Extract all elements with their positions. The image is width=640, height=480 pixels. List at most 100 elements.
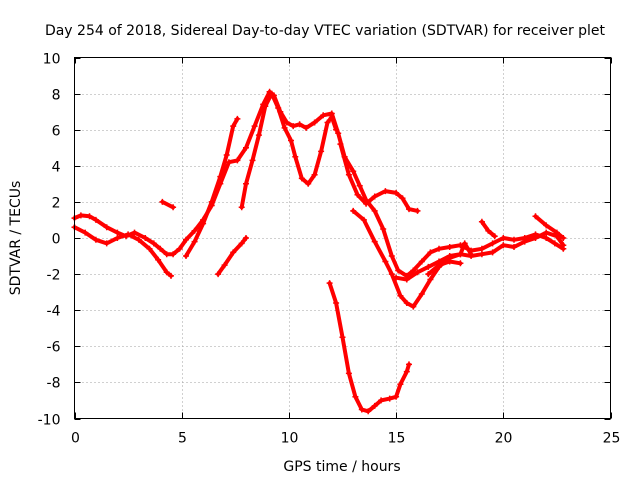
- data-point-marker: [92, 236, 99, 243]
- data-point-marker: [403, 368, 410, 375]
- data-point-marker: [500, 235, 507, 241]
- data-point-marker: [521, 238, 528, 245]
- data-point-marker: [339, 334, 346, 341]
- plot-frame: [74, 57, 611, 419]
- data-point-marker: [360, 216, 367, 223]
- data-point-marker: [159, 198, 166, 205]
- y-axis-label: SDTVAR / TECUs: [8, 181, 24, 296]
- data-point-marker: [403, 276, 410, 283]
- data-point-marker: [397, 381, 404, 388]
- data-point-marker: [208, 198, 215, 205]
- data-point-marker: [406, 206, 412, 213]
- data-point-marker: [468, 251, 475, 258]
- series-line: [426, 259, 463, 277]
- data-point-marker: [168, 272, 174, 279]
- data-point-marker: [427, 249, 434, 256]
- data-point-marker: [478, 251, 485, 258]
- data-point-marker: [371, 402, 378, 409]
- data-point-marker: [255, 132, 262, 139]
- data-point-marker: [363, 200, 370, 207]
- series-line: [533, 214, 566, 240]
- series-track-j: [425, 258, 464, 278]
- data-point-marker: [410, 303, 417, 310]
- data-point-marker: [427, 276, 434, 283]
- data-point-marker: [436, 262, 442, 269]
- data-point-marker: [532, 213, 539, 220]
- data-point-marker: [114, 235, 121, 241]
- data-point-marker: [418, 291, 425, 297]
- data-point-marker: [543, 222, 550, 229]
- data-point-marker: [275, 105, 282, 111]
- data-point-marker: [478, 245, 485, 252]
- data-point-marker: [543, 229, 550, 236]
- data-point-marker: [425, 263, 432, 270]
- data-point-marker: [446, 253, 453, 259]
- data-point-marker: [560, 235, 567, 241]
- data-point-marker: [146, 245, 153, 252]
- data-point-marker: [131, 229, 138, 236]
- grid: [74, 57, 611, 419]
- data-point-marker: [393, 393, 400, 400]
- x-tick-label: 15: [388, 431, 406, 447]
- data-point-marker: [356, 182, 363, 189]
- y-tick-label: -2: [47, 268, 61, 284]
- data-point-marker: [82, 229, 89, 236]
- data-point-marker: [305, 180, 312, 187]
- data-point-marker: [446, 258, 453, 265]
- data-point-marker: [500, 242, 507, 249]
- y-tick-label: 0: [52, 232, 61, 248]
- data-point-marker: [243, 180, 249, 187]
- x-tick-label: 5: [178, 431, 187, 447]
- data-point-marker: [399, 195, 406, 202]
- data-point-marker: [170, 204, 177, 211]
- data-point-marker: [328, 114, 335, 121]
- data-point-marker: [262, 103, 269, 110]
- data-point-marker: [292, 153, 299, 160]
- y-tick-label: -8: [47, 376, 61, 392]
- x-tick-label: 25: [603, 431, 621, 447]
- data-point-marker: [320, 112, 327, 119]
- data-point-marker: [288, 137, 294, 144]
- data-point-marker: [350, 168, 357, 175]
- data-point-marker: [388, 253, 395, 259]
- data-point-marker: [446, 244, 453, 250]
- data-point-marker: [191, 227, 198, 234]
- data-series: [71, 88, 567, 415]
- data-point-marker: [92, 216, 99, 223]
- data-point-marker: [489, 240, 496, 247]
- data-point-marker: [382, 258, 389, 265]
- data-point-marker: [406, 361, 412, 368]
- data-point-marker: [157, 245, 164, 252]
- data-point-marker: [403, 300, 410, 306]
- y-tick-label: -4: [47, 304, 61, 320]
- series-line: [184, 116, 240, 258]
- axis-ticks: [74, 57, 612, 420]
- data-point-marker: [170, 251, 177, 258]
- data-point-marker: [457, 260, 464, 267]
- data-point-marker: [326, 280, 333, 287]
- data-point-marker: [298, 175, 305, 182]
- data-point-marker: [378, 397, 385, 404]
- data-point-marker: [511, 236, 517, 243]
- data-point-marker: [135, 236, 142, 243]
- data-point-marker: [125, 231, 132, 238]
- data-point-marker: [223, 152, 230, 158]
- data-point-marker: [268, 90, 275, 97]
- data-point-marker: [410, 267, 417, 274]
- data-point-marker: [303, 124, 310, 131]
- x-tick-label: 20: [495, 431, 513, 447]
- data-point-marker: [238, 204, 245, 211]
- series-line: [338, 142, 420, 213]
- data-point-marker: [414, 207, 421, 214]
- data-point-marker: [103, 240, 110, 247]
- data-point-marker: [200, 220, 207, 227]
- data-point-marker: [560, 242, 567, 249]
- data-point-marker: [436, 245, 442, 252]
- data-point-marker: [176, 245, 183, 252]
- data-point-marker: [397, 292, 404, 299]
- data-point-marker: [371, 207, 378, 214]
- y-tick-label: -6: [47, 340, 61, 356]
- data-point-marker: [150, 240, 157, 247]
- series-line: [160, 199, 176, 210]
- series-track-f: [238, 90, 340, 211]
